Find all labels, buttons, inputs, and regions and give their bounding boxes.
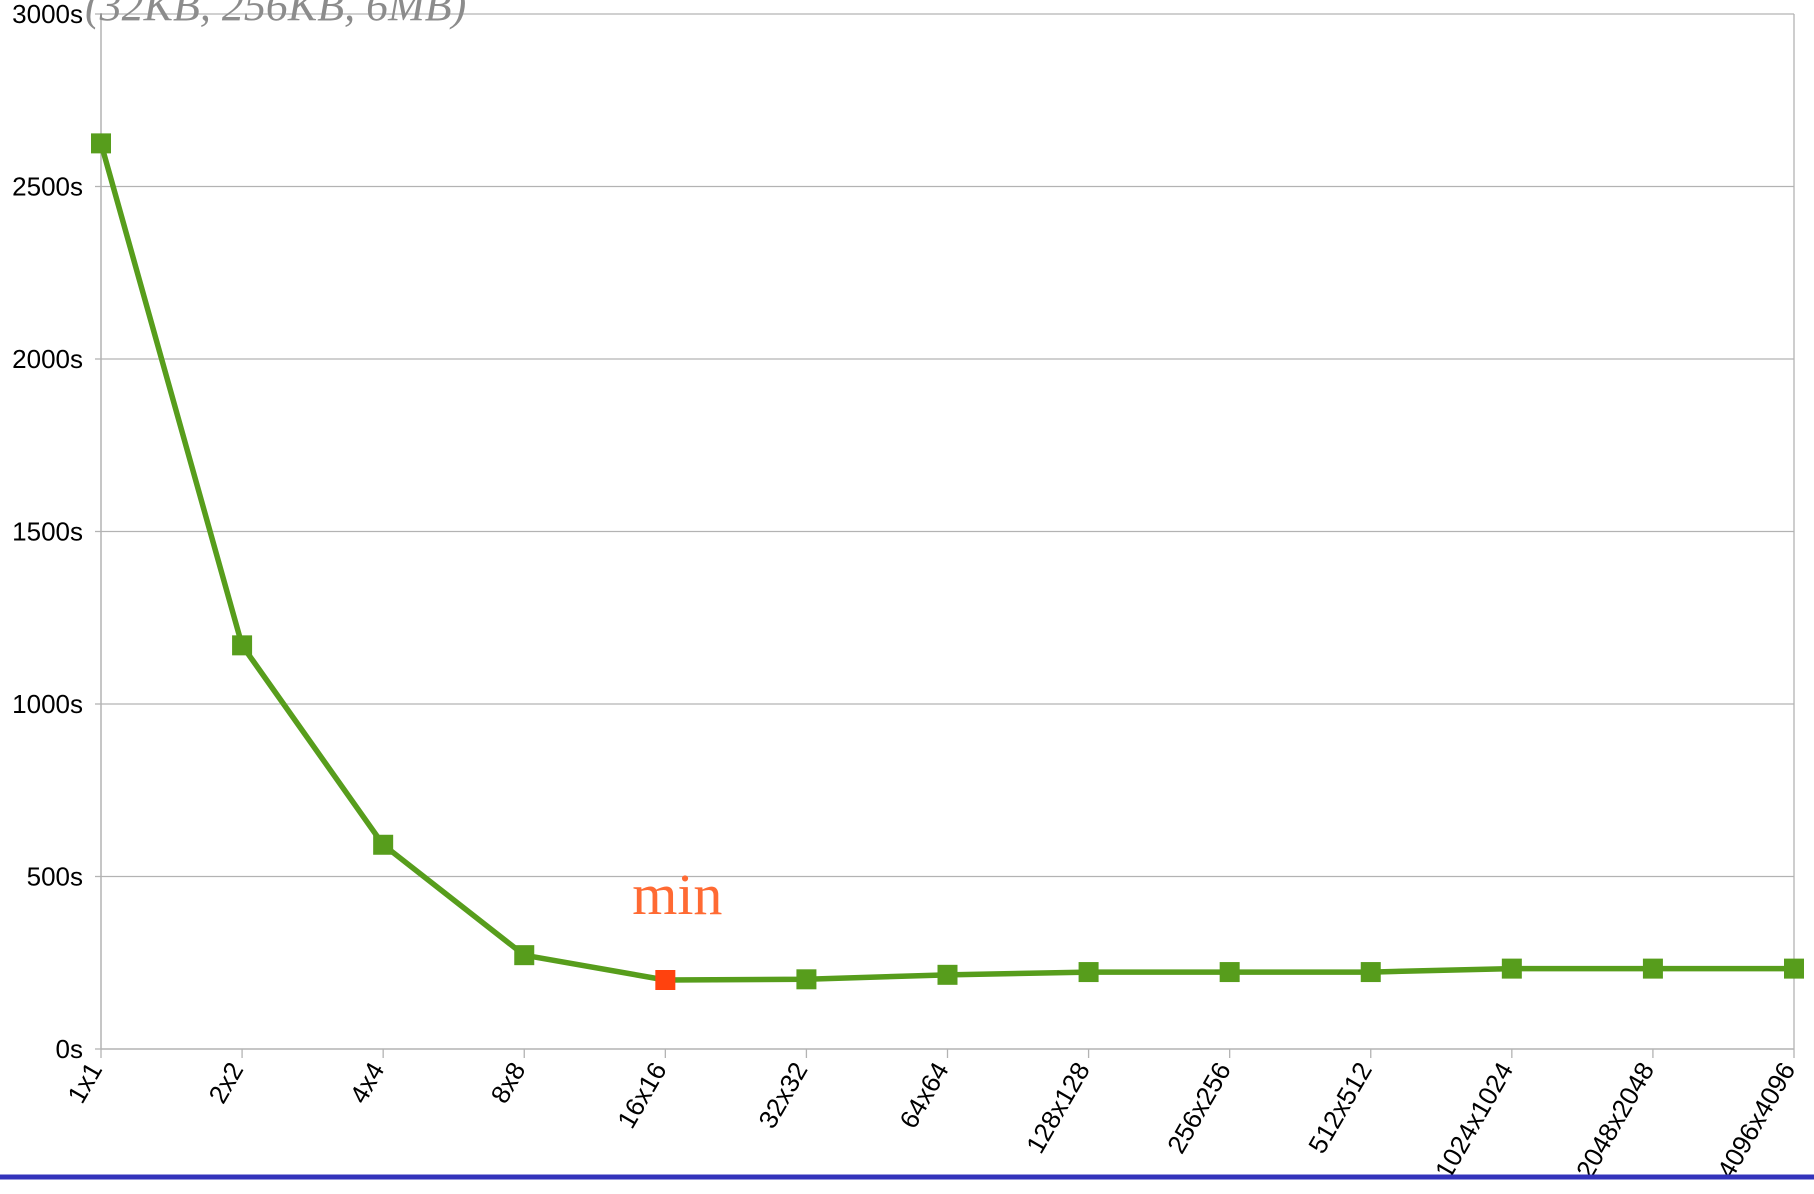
x-tick-label: 128x128 (1020, 1057, 1096, 1158)
minimum-point-marker (655, 970, 676, 990)
x-tick-label: 1024x1024 (1429, 1057, 1519, 1183)
data-point-marker (1642, 958, 1663, 979)
series-markers (91, 133, 1804, 990)
y-tick-label: 2000s (12, 344, 83, 374)
y-tick-label: 1500s (12, 517, 83, 547)
x-tick-label: 256x256 (1161, 1057, 1237, 1158)
data-point-marker (373, 834, 394, 855)
series-line-path (98, 140, 1797, 983)
data-point-marker (1784, 958, 1804, 979)
grid-lines (101, 13, 1794, 878)
y-axis-tick-labels: 0s 500s 1000s 1500s 2000s 2500s 3000s (12, 0, 83, 1064)
x-tick-label: 4096x4096 (1711, 1057, 1801, 1183)
y-tick-label: 2500s (12, 172, 83, 202)
x-tick-label: 2048x2048 (1570, 1057, 1660, 1183)
data-point-marker (514, 945, 535, 966)
data-point-marker (1078, 962, 1099, 983)
data-point-marker (1360, 962, 1381, 983)
x-tick-label: 512x512 (1302, 1057, 1378, 1158)
data-point-marker (1501, 958, 1522, 979)
x-axis-tick-labels: 1x1 2x2 4x4 8x8 16x16 32x32 64x64 128x128 256x25… (61, 1057, 1801, 1183)
x-tick-label: 1x1 (61, 1057, 108, 1108)
x-tick-label: 8x8 (485, 1057, 532, 1108)
data-point-marker (937, 964, 958, 985)
axes (95, 13, 1795, 1058)
x-tick-label: 32x32 (752, 1057, 813, 1133)
y-tick-label: 500s (27, 862, 83, 892)
series-line (98, 140, 1797, 983)
y-tick-label: 1000s (12, 689, 83, 719)
data-point-marker (91, 133, 111, 154)
data-point-marker (1219, 962, 1240, 983)
chart-subtitle: (32KB, 256KB, 6MB) (85, 0, 466, 30)
min-annotation: min (632, 862, 722, 927)
data-point-marker (232, 635, 253, 656)
x-tick-label: 2x2 (202, 1057, 249, 1108)
x-tick-label: 4x4 (343, 1057, 390, 1108)
y-tick-label: 0s (56, 1034, 83, 1064)
x-tick-label: 64x64 (893, 1057, 954, 1133)
x-tick-label: 16x16 (611, 1057, 672, 1133)
y-tick-label: 3000s (12, 0, 83, 29)
data-point-marker (796, 969, 817, 990)
